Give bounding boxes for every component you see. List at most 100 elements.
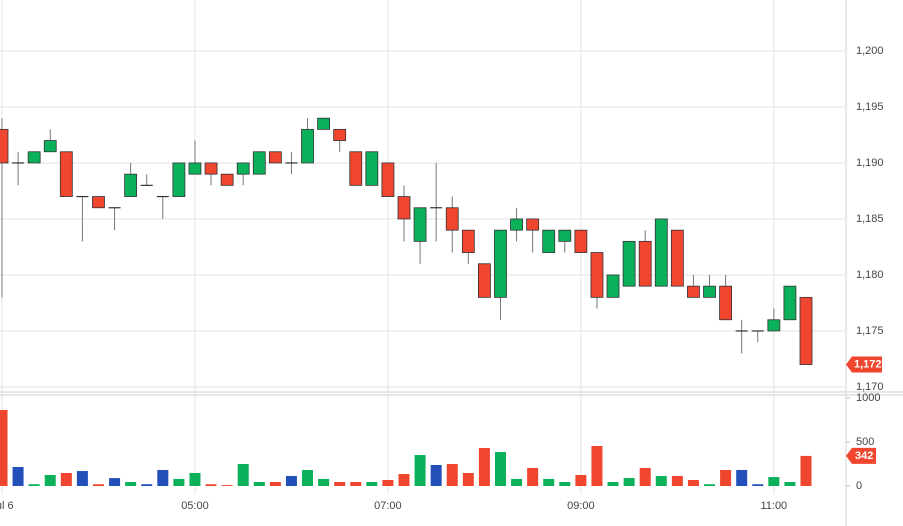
volume-bar [655,475,667,486]
candle-body [397,196,411,220]
candle-body [445,207,459,231]
volume-tag [846,447,876,464]
candle-body [204,162,218,175]
y-tick-label: 1,190 [856,157,884,169]
candle-body [413,207,427,242]
candle-body [317,117,331,130]
y-tick-label: 1,185 [856,213,884,225]
y-tick-label: 500 [856,436,874,448]
price-tag-label: 1,172 [854,358,882,370]
candle-body [381,162,395,197]
volume-bar [285,475,297,486]
volume-bar [494,452,506,486]
candle-body [670,229,684,287]
candle-body [719,285,732,321]
x-tick-label: 05:00 [181,500,209,512]
candle-body [590,252,604,298]
volume-bar [752,484,764,486]
candle-body [124,173,138,197]
y-tick-label: 1000 [856,392,880,404]
x-tick-label: 11:00 [760,500,787,512]
volume-bar [302,469,314,486]
volume-bar [350,482,362,486]
y-tick-label: 1,195 [856,101,884,113]
candle-body [783,285,797,321]
volume-bar [157,469,169,486]
candle-body [526,218,540,231]
y-tick-label: 1,200 [856,45,884,57]
candle-body [510,218,523,231]
candle-body [461,229,475,253]
candle-body [767,319,781,332]
volume-bar [720,469,732,486]
volume-bar [543,478,555,486]
candle-body [27,151,41,164]
candle-body [703,285,716,298]
candle-body [220,173,234,186]
candle-body [252,151,266,175]
y-tick-label: 0 [856,480,862,492]
candle-body [92,196,105,209]
volume-bar [398,474,410,486]
volume-bar [414,455,426,486]
volume-bar [639,467,651,486]
volume-bar [237,464,249,486]
volume-bar [462,472,474,486]
volume-bar [318,478,330,486]
volume-bar [704,484,716,486]
volume-bar [76,471,88,486]
volume-bar [173,478,185,486]
candle-body [687,285,700,298]
volume-bar [334,482,346,486]
x-tick-label: Jul 6 [0,500,14,512]
volume-bar [141,484,153,486]
volume-bar [527,467,539,486]
volume-tag-label: 342 [855,450,873,462]
volume-bar [446,464,458,486]
candle-body [365,151,379,186]
y-tick-label: 1,180 [856,269,884,281]
volume-bar [12,466,24,486]
candle-body [494,229,507,298]
volume-bar [575,474,587,486]
volume-bar [28,484,40,486]
candle-body [799,296,813,365]
volume-bar [784,482,796,486]
volume-bar [736,469,748,486]
volume-bar [687,480,699,486]
candle-body [638,240,652,287]
candle-body [558,229,572,242]
candle-body [59,151,73,197]
volume-bar [430,464,442,486]
candle-body [622,240,636,287]
candle-body [188,162,202,175]
volume-bar [269,482,281,486]
volume-bar [221,485,233,486]
candle-body [43,140,57,153]
volume-bar [189,472,201,486]
volume-bar [366,482,378,486]
candle-body [574,229,588,253]
volume-bar [607,482,619,486]
volume-bar [44,474,56,486]
candle-body [349,151,363,186]
volume-bar [109,478,121,486]
volume-bar [253,482,265,486]
volume-bar [623,478,635,486]
x-tick-label: 07:00 [374,500,402,512]
candle-body [333,128,347,141]
volume-bar [60,472,72,486]
volume-bar [511,478,523,486]
volume-bar [0,409,8,486]
volume-bar [205,484,217,486]
candle-body [654,218,668,287]
volume-bar [92,484,104,486]
candle-body [0,128,9,164]
y-tick-label: 1,170 [856,381,884,393]
volume-bar [382,480,394,486]
price-tag [846,356,882,373]
volume-bar [671,475,683,486]
volume-bar [768,477,780,486]
